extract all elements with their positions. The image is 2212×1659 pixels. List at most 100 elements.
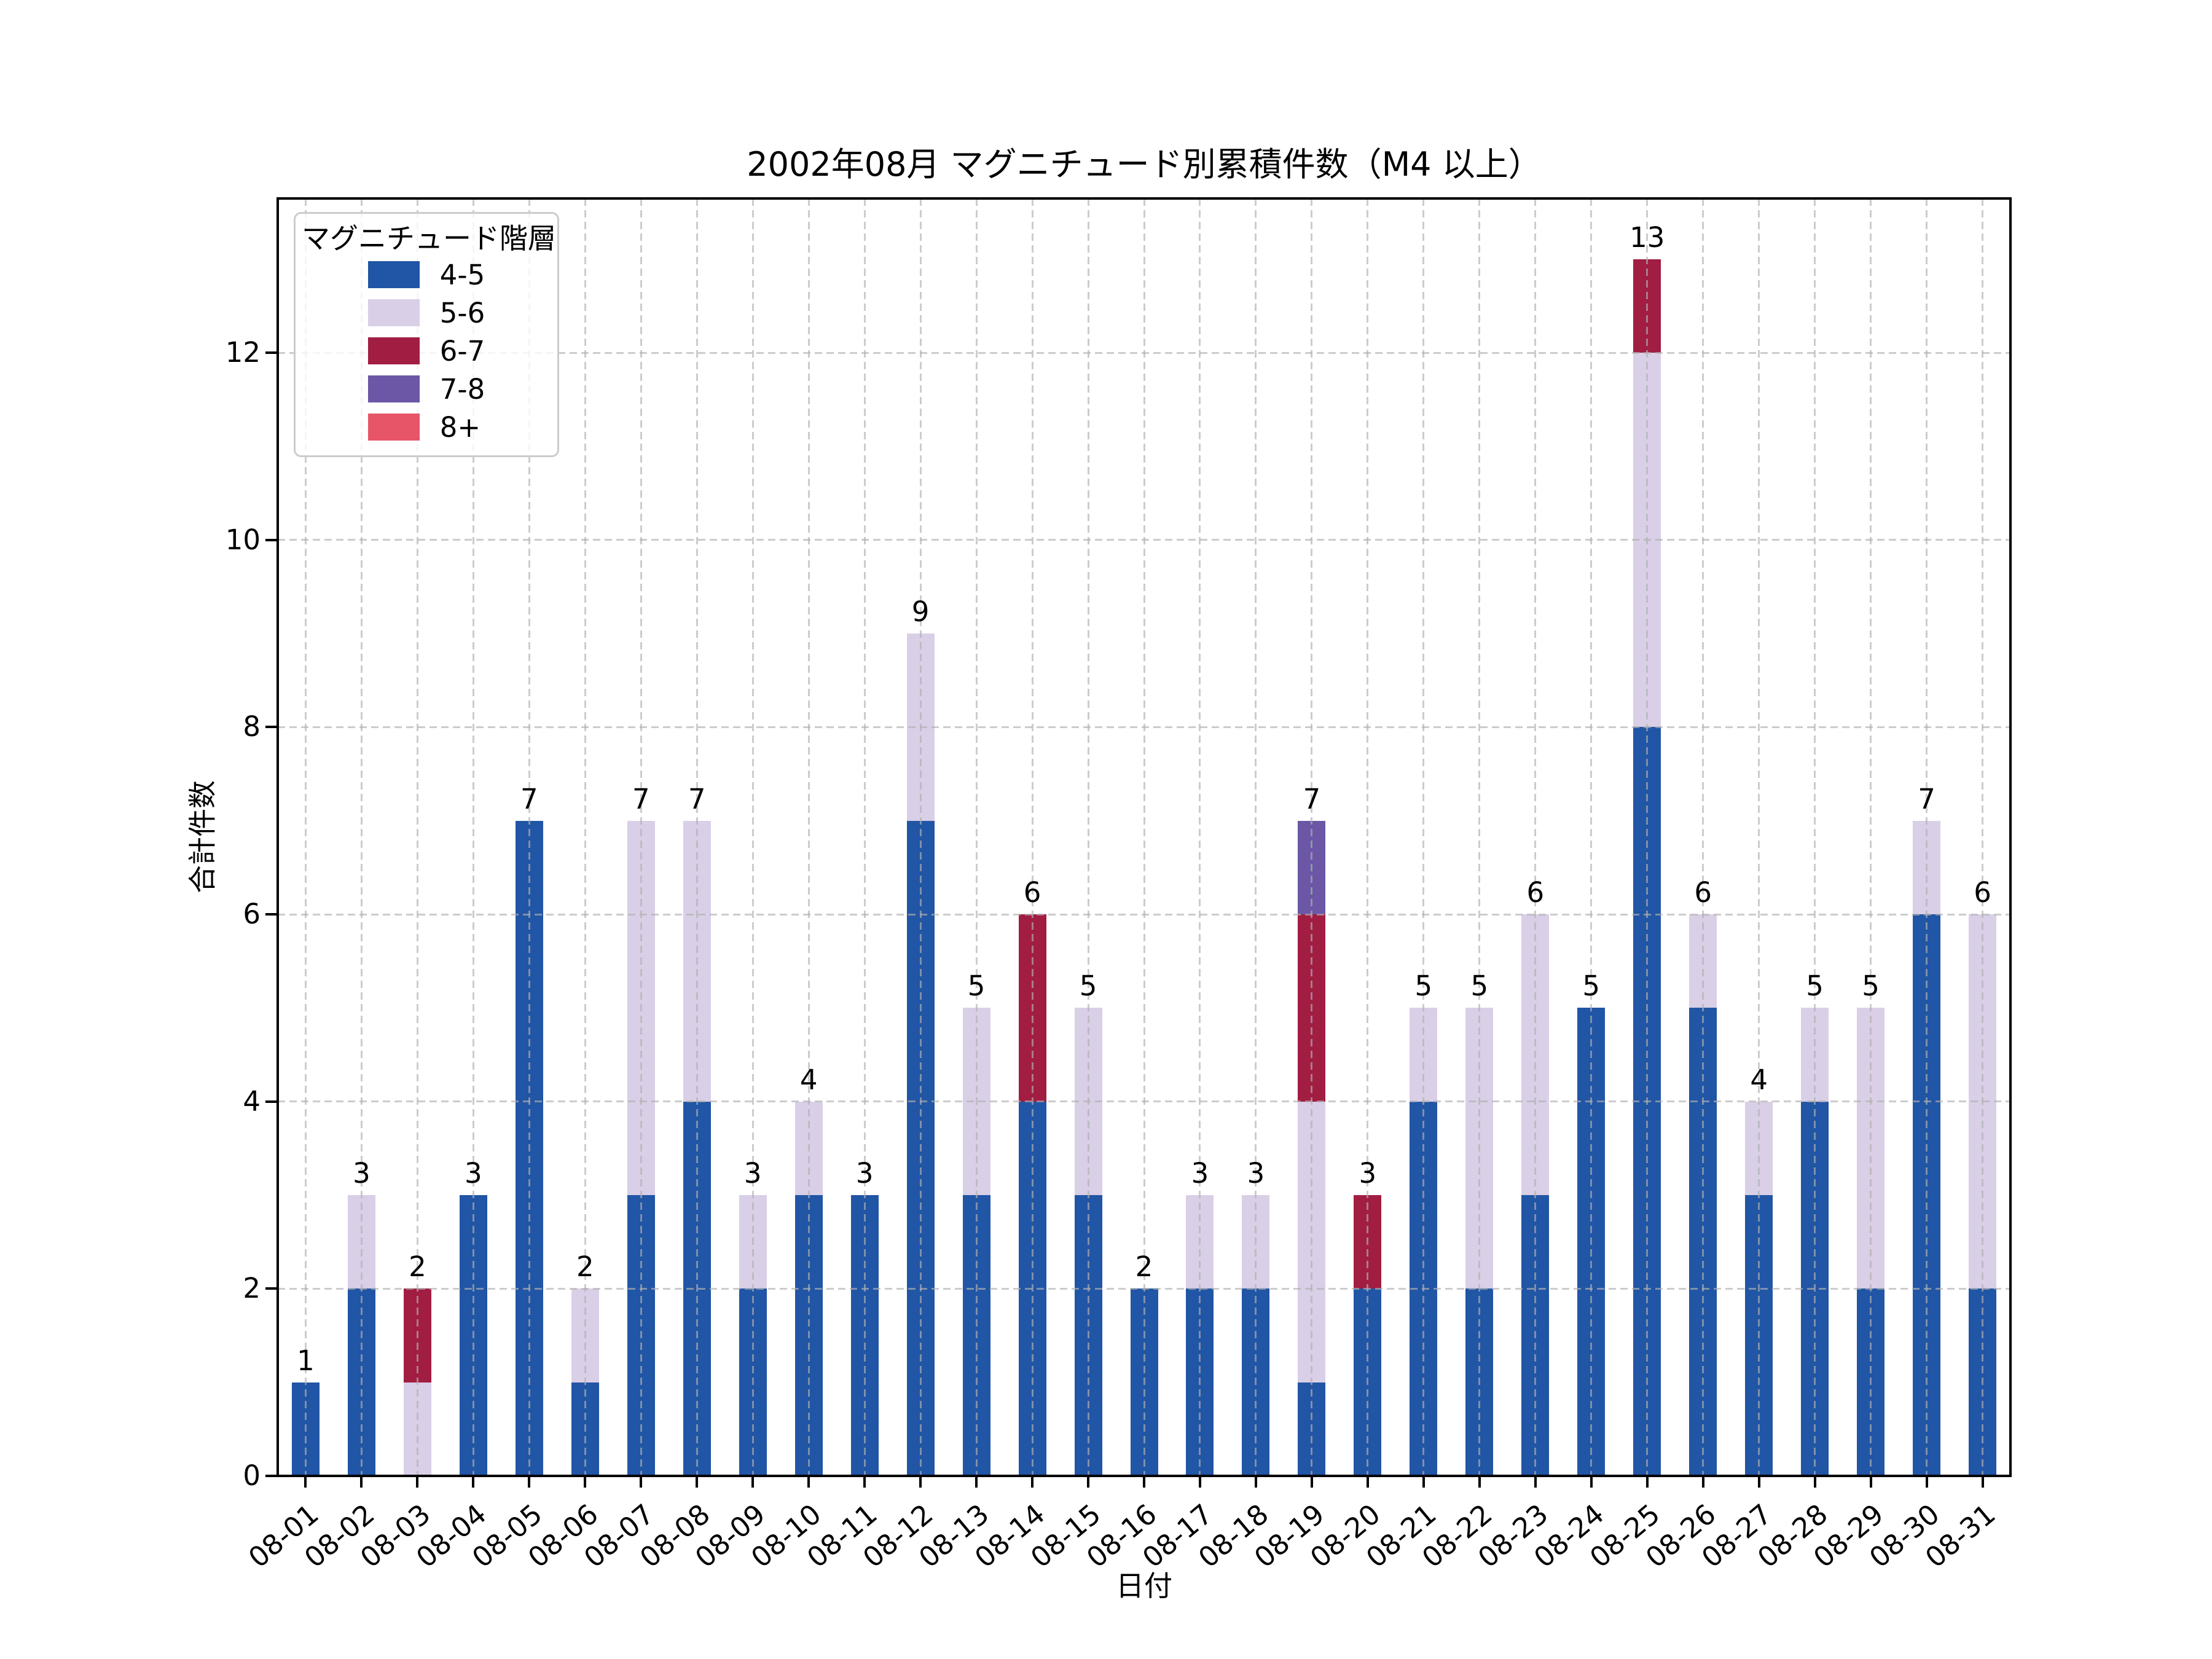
v-gridline [863,198,866,1476]
v-gridline [1982,198,1984,1476]
y-tick [265,913,276,916]
legend-label: 8+ [439,410,481,444]
v-gridline [640,198,642,1476]
bar-total-label: 5 [1079,970,1097,1003]
bar-total-label: 13 [1630,221,1665,254]
legend-row-6-7: 6-7 [367,337,485,365]
bar-total-label: 4 [1750,1063,1768,1096]
legend-row-4-5: 4-5 [367,258,485,291]
bar-total-label: 3 [353,1157,371,1190]
bar-total-label: 3 [855,1157,874,1190]
y-tick [265,1475,276,1477]
x-tick [528,1477,531,1488]
y-axis-label: 合計件数 [186,780,219,893]
bar-total-label: 5 [1414,970,1433,1003]
bar-total-label: 3 [1247,1157,1265,1190]
v-gridline [1255,198,1257,1476]
v-gridline [1870,198,1872,1476]
y-tick-label: 12 [225,336,261,369]
v-gridline [807,198,810,1476]
legend-row-7-8: 7-8 [367,372,485,406]
v-gridline [751,198,754,1476]
bar-total-label: 5 [1806,970,1824,1003]
v-gridline [1814,198,1816,1476]
y-tick [265,1100,276,1103]
plot-area [276,197,2012,1477]
top-spine [276,197,2012,200]
v-gridline [1422,198,1425,1476]
x-tick [1366,1477,1369,1488]
x-tick [584,1477,587,1488]
x-tick [304,1477,307,1488]
x-tick [472,1477,475,1488]
x-tick [1143,1477,1145,1488]
x-tick [807,1477,810,1488]
chart-title: 2002年08月 マグニチュード別累積件数（M4 以上） [747,145,1542,184]
v-gridline [1311,198,1313,1476]
x-tick [1031,1477,1034,1488]
bar-total-label: 2 [1135,1250,1153,1284]
v-gridline [1199,198,1201,1476]
y-tick [265,538,276,541]
v-gridline [1534,198,1537,1476]
x-tick [1422,1477,1425,1488]
v-gridline [472,198,474,1476]
y-tick-label: 0 [243,1459,261,1492]
legend-swatch-icon [367,299,420,327]
v-gridline [1031,198,1033,1476]
v-gridline [696,198,698,1476]
v-gridline [1367,198,1369,1476]
y-tick [265,1287,276,1290]
y-tick-label: 8 [243,710,261,743]
bar-total-label: 5 [967,970,986,1003]
bar-total-label: 5 [1862,970,1880,1003]
v-gridline [528,198,530,1476]
x-tick [1534,1477,1537,1488]
x-tick [696,1477,699,1488]
bar-total-label: 3 [1359,1157,1377,1190]
bar-total-label: 6 [1694,876,1712,909]
legend-label: 7-8 [439,372,485,406]
bar-total-label: 9 [911,595,930,629]
bar-total-label: 7 [520,782,538,815]
bar-total-label: 4 [799,1063,818,1096]
legend-swatch-icon [367,375,420,403]
x-tick [1478,1477,1481,1488]
legend-label: 4-5 [439,258,485,291]
legend-swatch-icon [367,337,420,365]
left-spine [276,197,279,1477]
legend-items: 4-5 5-6 6-7 7-8 8+ [367,258,485,444]
bar-total-label: 7 [632,782,650,815]
bar-total-label: 7 [688,782,706,815]
legend-row-8+: 8+ [367,410,485,444]
x-tick [1310,1477,1313,1488]
x-tick [919,1477,922,1488]
x-tick [975,1477,978,1488]
x-tick [751,1477,755,1488]
bar-total-label: 1 [297,1344,315,1377]
bar-total-label: 5 [1582,970,1601,1003]
legend: マグニチュード階層 4-5 5-6 6-7 7-8 8+ [294,212,559,457]
bar-total-label: 2 [409,1250,426,1284]
y-tick [265,351,276,355]
y-tick-label: 2 [243,1272,261,1305]
legend-title: マグニチュード階層 [302,222,556,255]
v-gridline [360,198,363,1476]
x-tick [416,1477,419,1488]
v-gridline [584,198,586,1476]
v-gridline [975,198,978,1476]
bottom-spine [276,1475,2012,1477]
x-tick [1813,1477,1816,1488]
x-tick [863,1477,866,1488]
y-tick-label: 10 [225,523,261,556]
bar-total-label: 6 [1974,876,1991,909]
v-gridline [1478,198,1481,1476]
bar-total-label: 5 [1470,970,1489,1003]
v-gridline [1590,198,1593,1476]
x-tick [360,1477,363,1488]
v-gridline [416,198,418,1476]
x-tick [1925,1477,1928,1488]
legend-swatch-icon [367,414,420,441]
v-gridline [304,198,307,1476]
